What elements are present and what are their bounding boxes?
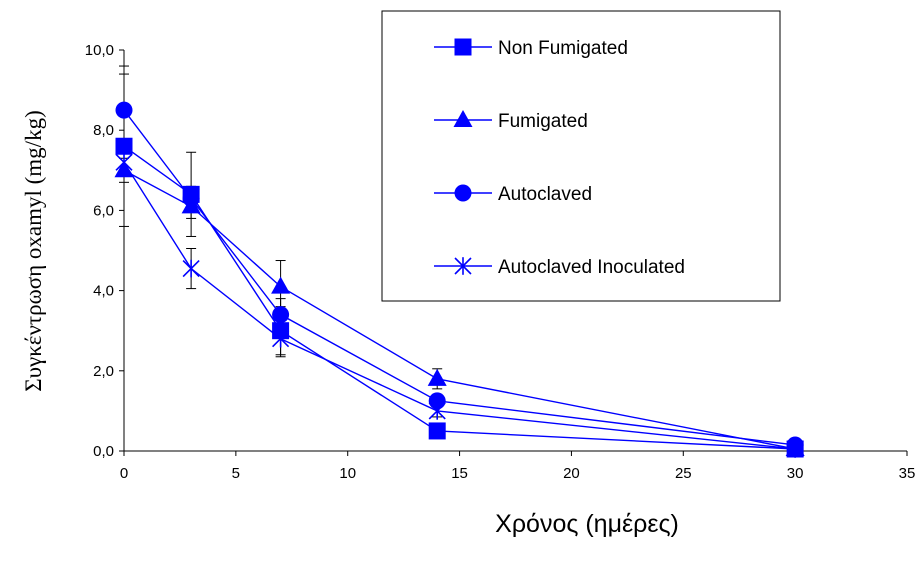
legend-label: Autoclaved bbox=[498, 184, 592, 205]
legend-marker bbox=[454, 184, 472, 202]
data-point bbox=[182, 189, 200, 207]
y-axis-ticks: 0,0 2,0 4,0 6,0 8,0 10,0 bbox=[85, 42, 124, 460]
data-point bbox=[271, 276, 291, 294]
x-axis-ticks: 0 5 10 15 20 25 30 35 bbox=[120, 451, 916, 482]
series-markers bbox=[114, 101, 805, 458]
legend-marker bbox=[454, 257, 472, 275]
x-tick-label: 35 bbox=[899, 465, 916, 482]
data-point bbox=[115, 137, 133, 155]
legend-marker bbox=[453, 110, 473, 127]
data-point bbox=[115, 153, 133, 172]
y-tick-label: 4,0 bbox=[93, 283, 114, 300]
legend-marker bbox=[454, 38, 472, 56]
y-tick-label: 0,0 bbox=[93, 443, 114, 460]
x-tick-label: 10 bbox=[339, 465, 356, 482]
y-tick-label: 6,0 bbox=[93, 202, 114, 219]
legend-items: Non Fumigated Fumigated Autoclaved Autoclav… bbox=[434, 38, 685, 278]
legend-item: Autoclaved Inoculated bbox=[434, 257, 685, 278]
data-point bbox=[115, 101, 133, 119]
data-point bbox=[182, 259, 200, 278]
legend-item: Non Fumigated bbox=[434, 38, 628, 59]
y-tick-label: 2,0 bbox=[93, 363, 114, 380]
legend-label: Fumigated bbox=[498, 111, 588, 132]
legend-item: Autoclaved bbox=[434, 184, 592, 205]
data-point bbox=[428, 402, 446, 420]
legend: Non Fumigated Fumigated Autoclaved Autoclav… bbox=[381, 10, 781, 302]
y-axis-label: Συγκέντρωση oxamyl (mg/kg) bbox=[21, 110, 46, 391]
x-axis-label: Χρόνος (ημέρες) bbox=[495, 510, 679, 538]
data-point bbox=[272, 306, 290, 324]
data-point bbox=[428, 392, 446, 410]
data-point bbox=[272, 329, 290, 348]
legend-item: Fumigated bbox=[434, 110, 588, 132]
x-tick-label: 0 bbox=[120, 465, 128, 482]
legend-label: Non Fumigated bbox=[498, 38, 628, 59]
x-tick-label: 15 bbox=[451, 465, 468, 482]
x-tick-label: 20 bbox=[563, 465, 580, 482]
y-tick-label: 8,0 bbox=[93, 122, 114, 139]
data-point bbox=[427, 368, 447, 386]
data-point bbox=[786, 440, 804, 458]
data-point bbox=[428, 422, 446, 440]
x-tick-label: 5 bbox=[232, 465, 240, 482]
legend-label: Autoclaved Inoculated bbox=[498, 257, 685, 278]
x-tick-label: 25 bbox=[675, 465, 692, 482]
legend-box bbox=[381, 10, 781, 302]
y-tick-label: 10,0 bbox=[85, 42, 114, 59]
x-tick-label: 30 bbox=[787, 465, 804, 482]
